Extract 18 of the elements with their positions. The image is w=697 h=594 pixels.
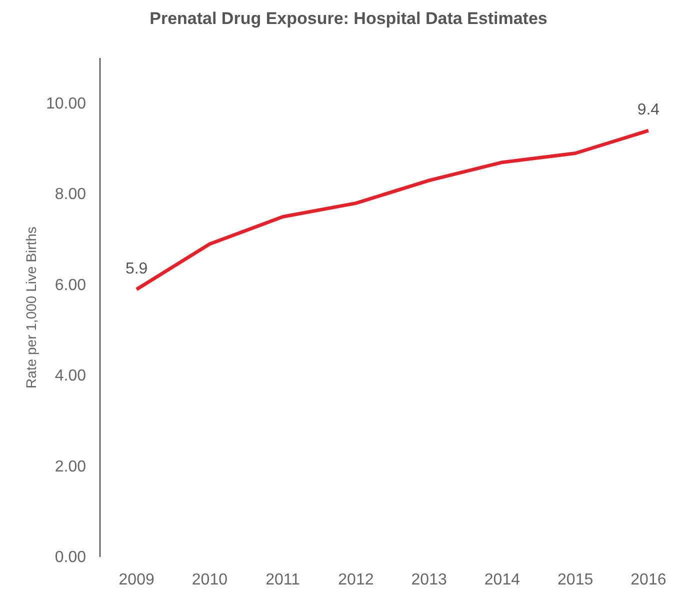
y-tick-label: 10.00 bbox=[46, 95, 86, 112]
y-tick-label: 0.00 bbox=[54, 549, 86, 566]
data-label: 5.9 bbox=[125, 260, 148, 278]
y-tick-label: 4.00 bbox=[54, 368, 86, 385]
x-tick-label: 2013 bbox=[411, 571, 447, 588]
x-tick-label: 2010 bbox=[192, 571, 228, 588]
data-label: 9.4 bbox=[637, 102, 660, 119]
y-tick-label: 6.00 bbox=[54, 276, 86, 294]
x-tick-label: 2014 bbox=[484, 571, 520, 588]
x-tick-label: 2012 bbox=[338, 571, 374, 588]
chart-title: Prenatal Drug Exposure: Hospital Data Estimates bbox=[150, 9, 548, 28]
y-axis-title: Rate per 1,000 Live Births bbox=[23, 226, 39, 388]
x-tick-label: 2016 bbox=[630, 571, 666, 588]
y-tick-label: 8.00 bbox=[54, 186, 86, 204]
x-tick-label: 2009 bbox=[118, 571, 154, 588]
x-tick-label: 2015 bbox=[558, 571, 594, 588]
y-tick-label: 2.00 bbox=[54, 458, 86, 476]
x-tick-label: 2011 bbox=[266, 571, 300, 588]
